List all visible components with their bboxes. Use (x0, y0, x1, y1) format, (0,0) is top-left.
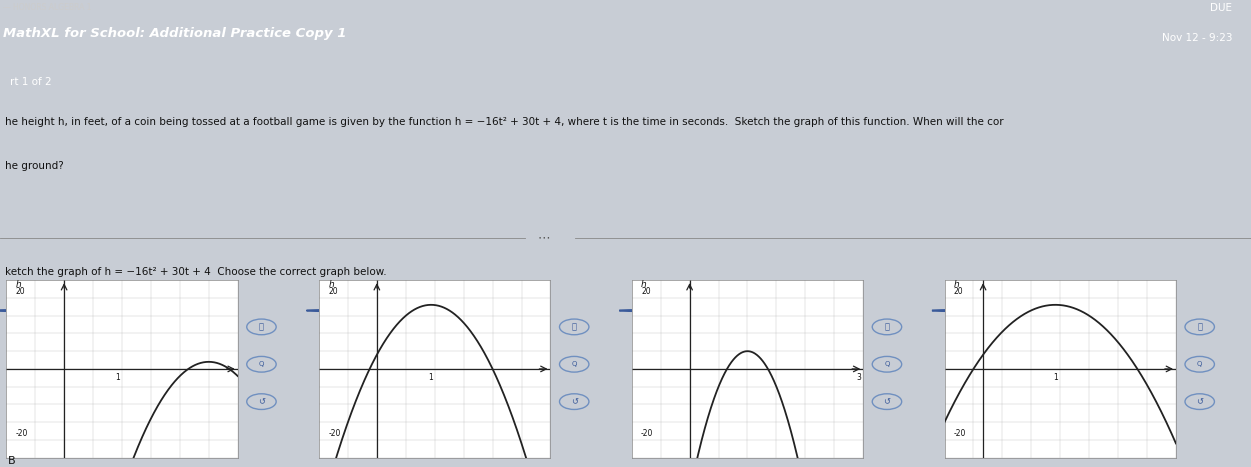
Text: Q: Q (884, 361, 889, 367)
Text: 3: 3 (856, 374, 861, 382)
Text: B: B (8, 456, 15, 466)
Text: h: h (953, 280, 960, 289)
Text: -20: -20 (953, 429, 966, 438)
Text: Q: Q (572, 361, 577, 367)
Text: he ground?: he ground? (5, 161, 64, 171)
Text: 🔍: 🔍 (884, 322, 889, 332)
Text: A: A (63, 305, 75, 316)
Text: D.: D. (1001, 305, 1018, 316)
Text: 1: 1 (1053, 374, 1058, 382)
Text: 🔍: 🔍 (1197, 322, 1202, 332)
Text: rt 1 of 2: rt 1 of 2 (10, 77, 51, 87)
Text: 20: 20 (328, 287, 338, 296)
Text: ketch the graph of h = −16t² + 30t + 4  Choose the correct graph below.: ketch the graph of h = −16t² + 30t + 4 C… (5, 267, 387, 277)
Text: B.: B. (375, 305, 392, 316)
Text: he height h, in feet, of a coin being tossed at a football game is given by the : he height h, in feet, of a coin being to… (5, 117, 1003, 127)
Text: Q: Q (259, 361, 264, 367)
Text: 20: 20 (953, 287, 963, 296)
Text: 20: 20 (15, 287, 25, 296)
Text: ↺: ↺ (570, 397, 578, 406)
Text: h: h (328, 280, 334, 289)
Text: ↺: ↺ (1196, 397, 1203, 406)
Text: — HONORS ALGEBRA 1: — HONORS ALGEBRA 1 (3, 3, 91, 12)
Text: C.: C. (688, 305, 704, 316)
Text: h: h (641, 280, 647, 289)
Text: 20: 20 (641, 287, 651, 296)
Text: -20: -20 (15, 429, 28, 438)
Text: Q: Q (1197, 361, 1202, 367)
Text: DUE: DUE (1210, 3, 1232, 13)
Text: 1: 1 (115, 374, 120, 382)
Text: ↺: ↺ (883, 397, 891, 406)
Text: 🔍: 🔍 (572, 322, 577, 332)
Text: h: h (15, 280, 21, 289)
Circle shape (13, 310, 38, 311)
Text: -20: -20 (641, 429, 653, 438)
Text: ⋯: ⋯ (538, 232, 550, 245)
Text: Nov 12 - 9:23: Nov 12 - 9:23 (1162, 33, 1232, 43)
Text: 🔍: 🔍 (259, 322, 264, 332)
Text: 1: 1 (428, 374, 433, 382)
Text: MathXL for School: Additional Practice Copy 1: MathXL for School: Additional Practice C… (3, 27, 347, 40)
Text: ↺: ↺ (258, 397, 265, 406)
Text: -20: -20 (328, 429, 340, 438)
